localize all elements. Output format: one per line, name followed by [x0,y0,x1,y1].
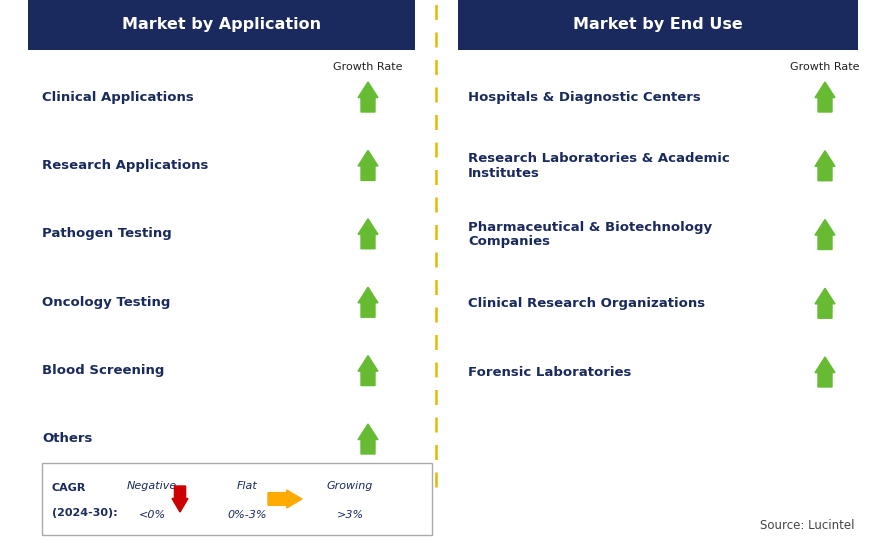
Text: Clinical Research Organizations: Clinical Research Organizations [468,297,706,310]
Text: Blood Screening: Blood Screening [42,364,164,377]
Polygon shape [358,82,378,112]
Polygon shape [268,490,302,508]
Text: >3%: >3% [336,510,364,520]
Text: Market by End Use: Market by End Use [573,18,743,32]
Text: Research Laboratories & Academic
Institutes: Research Laboratories & Academic Institu… [468,152,729,180]
Polygon shape [815,219,835,249]
Text: Negative: Negative [127,481,177,491]
Polygon shape [358,219,378,249]
Text: CAGR: CAGR [52,483,87,493]
Text: Clinical Applications: Clinical Applications [42,90,193,103]
Polygon shape [815,357,835,387]
Text: <0%: <0% [139,510,166,520]
Text: 0%-3%: 0%-3% [227,510,267,520]
Text: Growth Rate: Growth Rate [333,62,403,72]
Polygon shape [358,287,378,317]
Polygon shape [358,356,378,386]
FancyBboxPatch shape [458,0,858,50]
Text: Pathogen Testing: Pathogen Testing [42,228,172,240]
Polygon shape [172,486,188,512]
Text: Others: Others [42,433,93,445]
Text: Growth Rate: Growth Rate [790,62,860,72]
Text: Flat: Flat [237,481,257,491]
Text: Forensic Laboratories: Forensic Laboratories [468,365,631,379]
Text: (2024-30):: (2024-30): [52,508,117,519]
Polygon shape [358,424,378,454]
Text: Pharmaceutical & Biotechnology
Companies: Pharmaceutical & Biotechnology Companies [468,220,712,248]
Polygon shape [815,288,835,318]
Polygon shape [815,82,835,112]
Polygon shape [358,150,378,181]
Polygon shape [380,486,396,512]
FancyBboxPatch shape [28,0,415,50]
Polygon shape [815,151,835,181]
Text: Growing: Growing [327,481,374,491]
Text: Source: Lucintel: Source: Lucintel [760,519,855,532]
Text: Market by Application: Market by Application [122,18,321,32]
Text: Hospitals & Diagnostic Centers: Hospitals & Diagnostic Centers [468,90,701,103]
Text: Oncology Testing: Oncology Testing [42,296,170,309]
Text: Research Applications: Research Applications [42,159,208,172]
FancyBboxPatch shape [42,463,432,535]
